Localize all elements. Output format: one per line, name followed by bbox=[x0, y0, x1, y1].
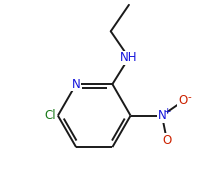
Text: NH: NH bbox=[120, 51, 137, 64]
Text: -: - bbox=[186, 92, 190, 102]
Text: O: O bbox=[162, 134, 171, 147]
Text: O: O bbox=[178, 94, 187, 107]
Text: N: N bbox=[71, 78, 80, 91]
Text: N: N bbox=[157, 109, 165, 122]
Text: +: + bbox=[162, 107, 170, 116]
Text: Cl: Cl bbox=[44, 109, 56, 122]
